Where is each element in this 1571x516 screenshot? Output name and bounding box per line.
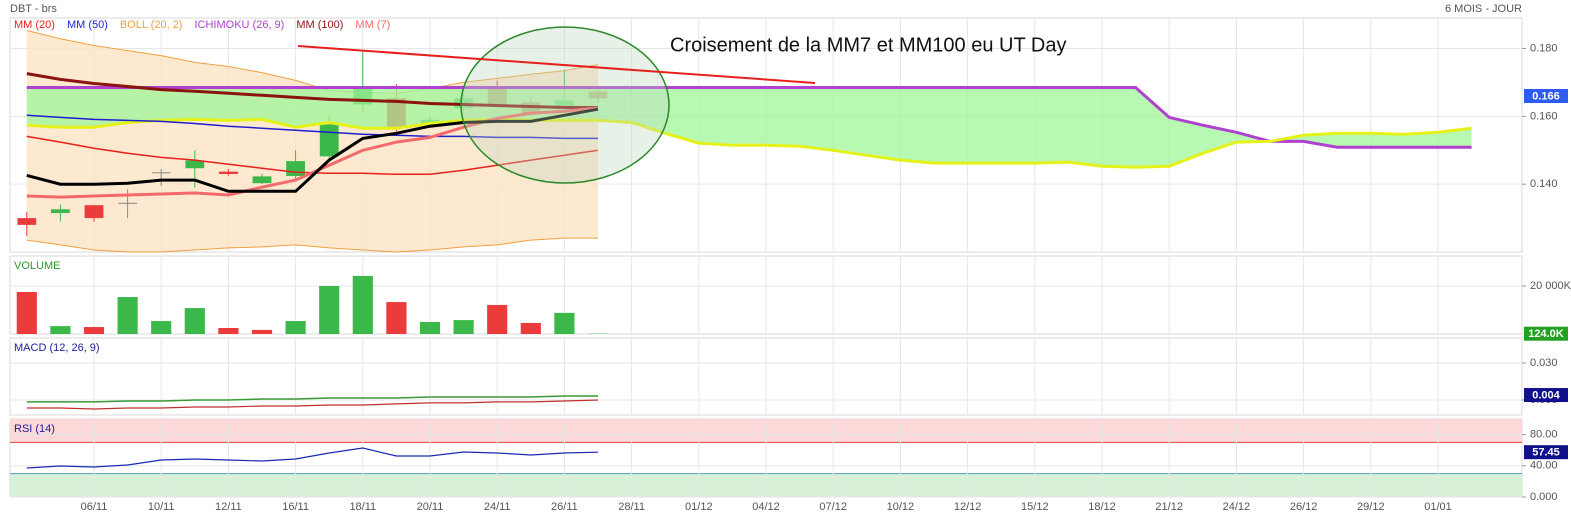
x-tick-label: 10/12 [887, 501, 915, 513]
panel-title: RSI (14) [14, 423, 55, 435]
y-tick-label: 20 000K [1530, 280, 1571, 292]
chart-period: 6 MOIS - JOUR [1445, 3, 1522, 15]
panel-title: VOLUME [14, 260, 60, 272]
volume-bar [352, 275, 373, 334]
ichimoku-cloud [26, 87, 1472, 168]
moving-average [26, 106, 599, 199]
moving-average [26, 72, 598, 109]
bollinger-band [26, 30, 599, 252]
candle-body [319, 124, 339, 157]
x-tick-label: 20/11 [417, 501, 444, 513]
y-tick-label: 0.000 [1530, 491, 1558, 503]
volume-bar [151, 321, 172, 334]
annotation-text: Croisement de la MM7 et MM100 eu UT Day [670, 34, 1066, 56]
indicator-line [26, 395, 598, 403]
volume-bar [218, 328, 239, 334]
last-value-box [1524, 445, 1568, 460]
x-tick-label: 10/11 [148, 501, 175, 513]
y-tick-label: 0.030 [1530, 357, 1558, 369]
candle-body [151, 172, 171, 174]
x-tick-label: 01/12 [685, 501, 713, 513]
x-tick-label: 01/01 [1424, 501, 1452, 513]
x-tick-label: 04/12 [752, 501, 780, 513]
candle-body [50, 209, 70, 213]
last-value-label: 0.166 [1532, 90, 1560, 102]
x-tick-label: 12/12 [954, 501, 982, 513]
legend-entry: MM (100) [296, 19, 343, 31]
candle-body [17, 218, 37, 225]
y-tick-label: 0.180 [1530, 42, 1558, 54]
ichimoku-span-b [26, 86, 1472, 149]
volume-bar [83, 327, 105, 334]
legend-entry: MM (20) [14, 19, 55, 31]
volume-bar [251, 329, 273, 334]
candle-body [252, 176, 272, 184]
volume-bar [16, 292, 37, 334]
legend-entry: ICHIMOKU (26, 9) [194, 19, 284, 31]
candle-body [218, 171, 238, 174]
last-value-label: 124.0K [1528, 328, 1564, 340]
volume-bar [487, 304, 508, 334]
bollinger-line [26, 30, 599, 94]
x-tick-label: 21/12 [1155, 501, 1183, 513]
trend-line [297, 45, 816, 84]
legend-entry: MM (7) [355, 19, 390, 31]
last-value-box [1524, 388, 1568, 403]
last-value-label: 0.004 [1532, 389, 1560, 401]
x-tick-label: 16/11 [282, 501, 309, 513]
volume-bar [419, 322, 441, 334]
annotations: Croisement de la MM7 et MM100 eu UT Day [297, 26, 1066, 184]
x-tick-label: 29/12 [1357, 501, 1385, 513]
x-tick-label: 28/11 [618, 501, 645, 513]
x-tick-label: 18/11 [349, 501, 376, 513]
legend-entry: BOLL (20, 2) [120, 19, 183, 31]
indicator-line [26, 399, 599, 410]
candle-body [118, 202, 138, 204]
x-tick-label: 26/11 [551, 501, 578, 513]
last-value-box [1524, 326, 1568, 341]
volume-bar [285, 321, 306, 334]
x-tick-label: 24/11 [484, 501, 511, 513]
candle-body [185, 160, 205, 169]
volume-bar [184, 308, 205, 334]
x-tick-label: 15/12 [1021, 501, 1049, 513]
bollinger-line [26, 237, 598, 253]
candle-body [84, 205, 104, 219]
indicator-line [26, 447, 599, 469]
chart-header-title: DBT - brs [10, 3, 57, 15]
last-value-label: 57.45 [1532, 447, 1560, 459]
volume-bar [117, 297, 138, 334]
volume-bar [453, 320, 474, 334]
y-tick-label: 0.160 [1530, 110, 1558, 122]
x-tick-label: 24/12 [1223, 501, 1251, 513]
y-tick-label: 40.00 [1530, 460, 1558, 472]
volume-bar [50, 326, 71, 334]
x-tick-label: 18/12 [1088, 501, 1116, 513]
plot-area: 0.140 0.160 0.180 MM (20) MM (50) BOLL (20, 2… [9, 17, 1571, 513]
x-tick-label: 12/11 [215, 501, 242, 513]
moving-average [26, 114, 598, 140]
candle-body [286, 161, 306, 177]
panel-title: MACD (12, 26, 9) [14, 342, 100, 354]
volume-bar [386, 302, 407, 334]
y-tick-label: 80.00 [1530, 429, 1558, 441]
x-tick-label: 26/12 [1290, 501, 1318, 513]
volume-bar [319, 286, 340, 334]
y-tick-label: 0.140 [1530, 178, 1558, 190]
volume-bar [554, 312, 575, 334]
x-tick-label: 07/12 [819, 501, 847, 513]
legend-entry: MM (50) [67, 19, 108, 31]
volume-bar [520, 322, 541, 334]
highlight-circle [460, 26, 670, 184]
x-tick-label: 06/11 [81, 501, 108, 513]
ichimoku-tenkan [26, 107, 599, 193]
ichimoku-span-a [26, 117, 1472, 169]
last-value-box [1524, 89, 1568, 103]
